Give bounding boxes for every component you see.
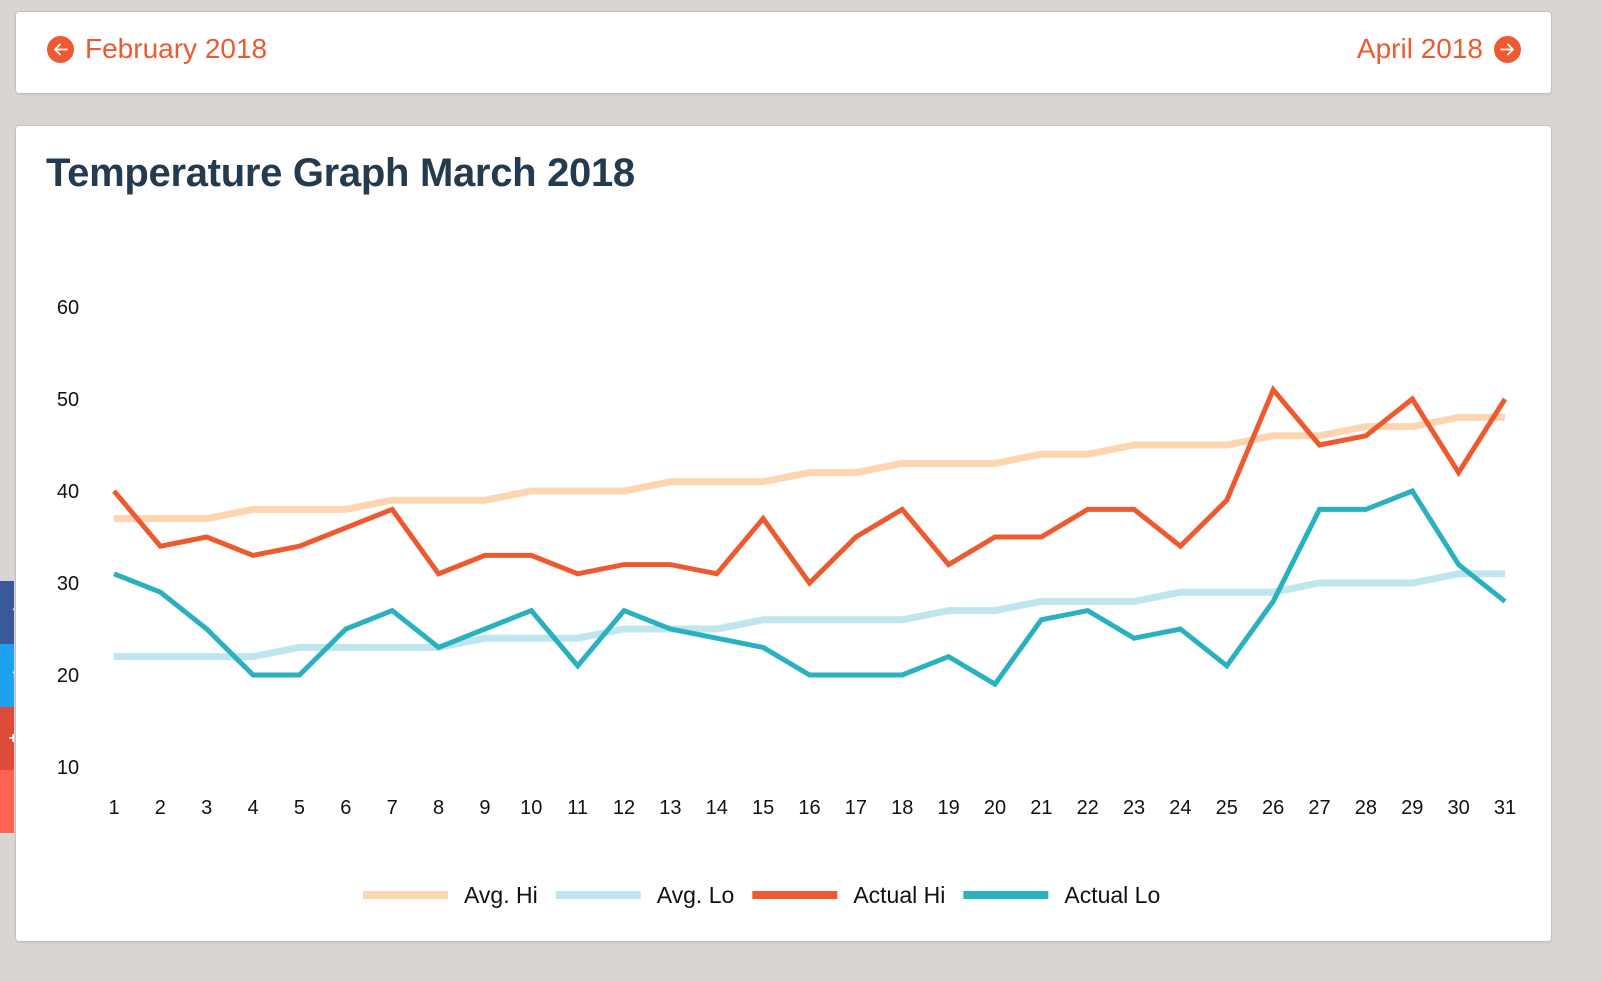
x-tick-label: 14 — [706, 797, 728, 819]
x-tick-label: 19 — [937, 797, 959, 819]
y-tick-label: 50 — [57, 389, 79, 411]
previous-month-label: February 2018 — [85, 33, 268, 64]
x-tick-label: 18 — [891, 797, 913, 819]
x-tick-label: 26 — [1262, 797, 1284, 819]
legend-swatch — [363, 891, 448, 899]
y-tick-label: 60 — [57, 297, 79, 319]
chart-legend: Avg. Hi Avg. Lo Actual Hi Actual Lo — [363, 882, 1160, 908]
x-tick-label: 5 — [294, 797, 305, 819]
x-tick-label: 28 — [1355, 797, 1377, 819]
x-tick-label: 30 — [1448, 797, 1470, 819]
x-tick-label: 8 — [433, 797, 444, 819]
x-tick-label: 20 — [984, 797, 1006, 819]
x-tick-label: 10 — [520, 797, 542, 819]
x-tick-label: 24 — [1169, 797, 1191, 819]
x-tick-label: 3 — [201, 797, 212, 819]
arrow-right-circle-icon — [1494, 35, 1521, 63]
twitter-share-button[interactable]: t — [0, 644, 14, 707]
x-tick-label: 2 — [155, 797, 166, 819]
x-tick-label: 21 — [1030, 797, 1052, 819]
series-line-avg-hi — [114, 413, 1505, 523]
legend-swatch — [555, 891, 641, 899]
x-axis: 1 2 3 4 5 6 7 8 9 10 11 12 13 14 15 16 17 18 19 20 21 22 23 24 2… — [108, 797, 1516, 819]
legend-item[interactable]: Actual Lo — [963, 882, 1160, 908]
legend-item[interactable]: Avg. Hi — [363, 882, 538, 908]
legend-label: Actual Hi — [853, 882, 945, 908]
x-tick-label: 22 — [1077, 797, 1099, 819]
x-tick-label: 27 — [1308, 797, 1330, 819]
x-tick-label: 12 — [613, 797, 635, 819]
y-tick-label: 30 — [57, 573, 79, 595]
x-tick-label: 29 — [1401, 797, 1423, 819]
series-line-actual-hi — [112, 385, 1508, 587]
x-tick-label: 6 — [340, 797, 351, 819]
y-tick-label: 20 — [57, 665, 79, 687]
legend-label: Avg. Lo — [657, 882, 735, 908]
legend-item[interactable]: Avg. Lo — [555, 882, 735, 908]
legend-label: Actual Lo — [1064, 882, 1160, 908]
x-tick-label: 23 — [1123, 797, 1145, 819]
x-tick-label: 9 — [479, 797, 490, 819]
legend-label: Avg. Hi — [464, 882, 538, 908]
legend-swatch — [752, 891, 838, 899]
month-navigation: February 2018 April 2018 — [15, 11, 1552, 94]
social-share-bar: f t + — [0, 581, 14, 833]
next-month-link[interactable]: April 2018 — [1357, 33, 1521, 65]
google-plus-share-button[interactable]: + — [0, 707, 14, 770]
x-tick-label: 13 — [659, 797, 681, 819]
series-lines — [112, 385, 1508, 688]
x-tick-label: 16 — [798, 797, 820, 819]
x-tick-label: 1 — [108, 797, 119, 819]
x-tick-label: 11 — [567, 797, 588, 819]
y-tick-label: 40 — [57, 481, 79, 503]
x-tick-label: 31 — [1494, 797, 1516, 819]
facebook-share-button[interactable]: f — [0, 581, 14, 644]
x-tick-label: 4 — [248, 797, 259, 819]
legend-item[interactable]: Actual Hi — [752, 882, 945, 908]
y-axis: 10 20 30 40 50 60 — [57, 297, 79, 779]
google-plus-icon: + — [8, 729, 14, 747]
x-tick-label: 17 — [845, 797, 867, 819]
x-tick-label: 7 — [387, 797, 398, 819]
share-share-button[interactable] — [0, 770, 14, 833]
legend-swatch — [963, 891, 1049, 899]
chart-title: Temperature Graph March 2018 — [46, 151, 635, 195]
x-tick-label: 15 — [752, 797, 774, 819]
twitter-icon: t — [13, 667, 14, 685]
next-month-label: April 2018 — [1356, 33, 1483, 64]
temperature-chart-card: Temperature Graph March 2018 10 20 30 40 50 6… — [15, 125, 1552, 942]
series-line-actual-lo — [113, 487, 1507, 688]
facebook-icon: f — [13, 604, 14, 622]
x-tick-label: 25 — [1216, 797, 1238, 819]
arrow-left-circle-icon — [47, 35, 74, 63]
y-tick-label: 10 — [57, 757, 79, 779]
series-line-avg-lo — [114, 570, 1505, 661]
previous-month-link[interactable]: February 2018 — [47, 33, 267, 65]
